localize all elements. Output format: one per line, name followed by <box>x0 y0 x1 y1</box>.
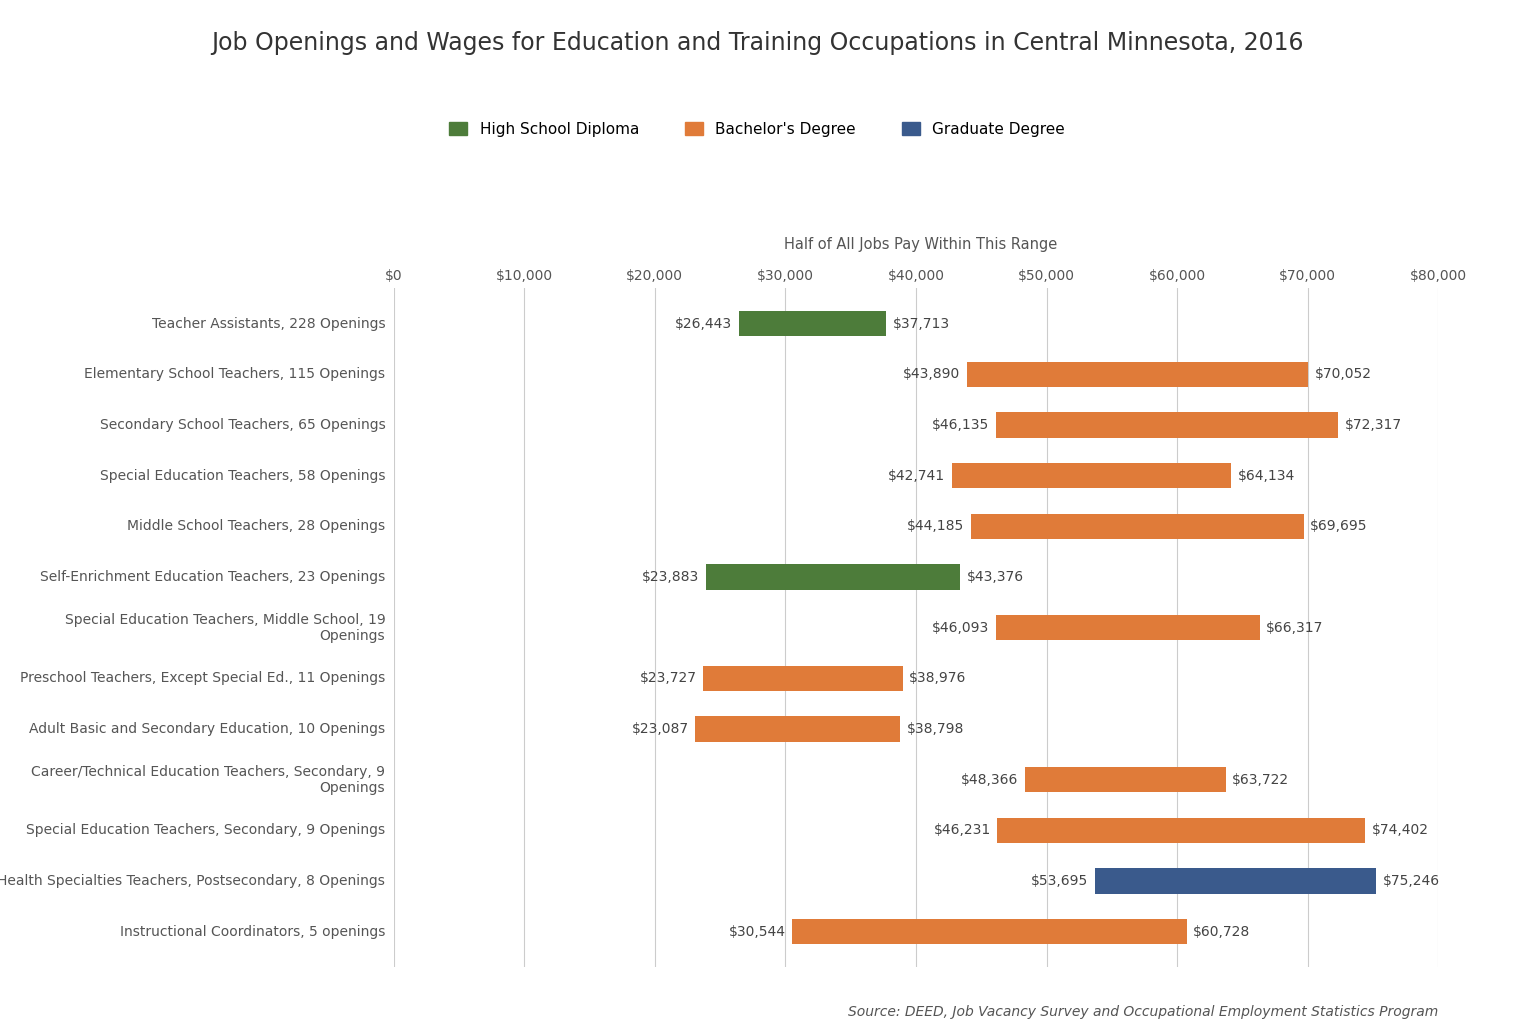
Bar <box>996 615 1260 640</box>
Bar <box>952 463 1231 489</box>
Bar <box>998 818 1366 843</box>
Text: $23,883: $23,883 <box>642 570 699 584</box>
Text: $69,695: $69,695 <box>1310 520 1367 533</box>
Text: $74,402: $74,402 <box>1372 823 1429 838</box>
Bar <box>704 666 902 691</box>
Text: Half of All Jobs Pay Within This Range: Half of All Jobs Pay Within This Range <box>784 237 1057 252</box>
Text: $26,443: $26,443 <box>675 317 733 330</box>
Text: $43,376: $43,376 <box>966 570 1023 584</box>
Text: $63,722: $63,722 <box>1232 773 1290 787</box>
Bar <box>967 361 1308 387</box>
Text: $46,231: $46,231 <box>934 823 990 838</box>
Text: $46,135: $46,135 <box>933 418 990 432</box>
Text: $30,544: $30,544 <box>728 925 786 938</box>
Text: Job Openings and Wages for Education and Training Occupations in Central Minneso: Job Openings and Wages for Education and… <box>210 31 1304 55</box>
Text: $64,134: $64,134 <box>1237 468 1294 483</box>
Text: $37,713: $37,713 <box>893 317 949 330</box>
Text: $53,695: $53,695 <box>1031 874 1089 888</box>
Text: $38,976: $38,976 <box>908 671 966 685</box>
Text: $48,366: $48,366 <box>961 773 1019 787</box>
Text: $23,087: $23,087 <box>631 722 689 736</box>
Bar <box>1095 868 1376 894</box>
Bar <box>695 716 901 742</box>
Text: $42,741: $42,741 <box>889 468 945 483</box>
Text: $60,728: $60,728 <box>1193 925 1251 938</box>
Bar <box>739 311 886 336</box>
Bar <box>1025 767 1226 792</box>
Text: Source: DEED, Job Vacancy Survey and Occupational Employment Statistics Program: Source: DEED, Job Vacancy Survey and Occ… <box>848 1004 1438 1019</box>
Bar <box>996 413 1338 437</box>
Text: $66,317: $66,317 <box>1266 620 1323 635</box>
Bar <box>706 564 960 590</box>
Text: $72,317: $72,317 <box>1344 418 1402 432</box>
Legend: High School Diploma, Bachelor's Degree, Graduate Degree: High School Diploma, Bachelor's Degree, … <box>444 115 1070 143</box>
Text: $38,798: $38,798 <box>907 722 964 736</box>
Text: $44,185: $44,185 <box>907 520 964 533</box>
Text: $70,052: $70,052 <box>1316 367 1372 382</box>
Bar <box>970 513 1304 539</box>
Text: $43,890: $43,890 <box>902 367 960 382</box>
Text: $23,727: $23,727 <box>640 671 696 685</box>
Bar <box>792 919 1187 945</box>
Text: $75,246: $75,246 <box>1382 874 1440 888</box>
Text: $46,093: $46,093 <box>931 620 989 635</box>
